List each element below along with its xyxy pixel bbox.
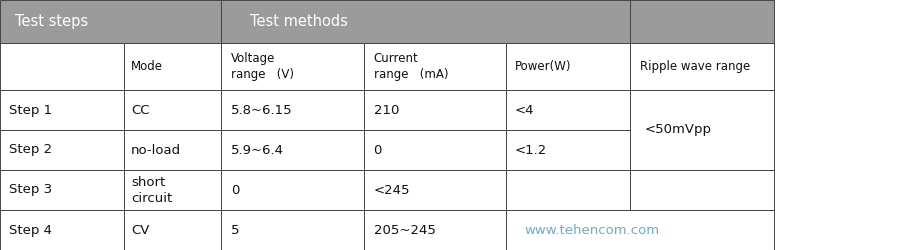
Bar xyxy=(124,42,221,90)
Text: <1.2: <1.2 xyxy=(515,144,546,156)
Bar xyxy=(506,42,630,90)
Text: no-load: no-load xyxy=(131,144,181,156)
Bar xyxy=(124,90,221,130)
Text: <245: <245 xyxy=(374,184,410,196)
Bar xyxy=(0,90,124,130)
Bar xyxy=(630,0,774,42)
Bar xyxy=(364,90,506,130)
Text: Mode: Mode xyxy=(131,60,163,73)
Text: www.tehencom.com: www.tehencom.com xyxy=(525,224,660,236)
Bar xyxy=(221,130,364,170)
Text: Test steps: Test steps xyxy=(15,14,88,29)
Bar xyxy=(221,170,364,210)
Bar xyxy=(506,90,630,130)
Bar xyxy=(506,170,630,210)
Text: Test methods: Test methods xyxy=(250,14,348,29)
Bar xyxy=(0,170,124,210)
Text: <4: <4 xyxy=(515,104,534,117)
Bar xyxy=(364,42,506,90)
Text: Ripple wave range: Ripple wave range xyxy=(640,60,751,73)
Text: Step 1: Step 1 xyxy=(9,104,52,117)
Bar xyxy=(0,0,221,42)
Bar xyxy=(630,170,774,210)
Bar xyxy=(630,42,774,90)
Bar xyxy=(221,0,630,42)
Text: Voltage
range   (V): Voltage range (V) xyxy=(231,52,294,81)
Text: <50mVpp: <50mVpp xyxy=(644,124,711,136)
Bar xyxy=(364,170,506,210)
Text: CC: CC xyxy=(131,104,149,117)
Bar xyxy=(221,90,364,130)
Text: Current
range   (mA): Current range (mA) xyxy=(374,52,448,81)
Text: Power(W): Power(W) xyxy=(515,60,571,73)
Bar xyxy=(221,42,364,90)
Text: 205~245: 205~245 xyxy=(374,224,436,236)
Bar xyxy=(506,130,630,170)
Bar xyxy=(506,210,774,250)
Text: 5: 5 xyxy=(231,224,240,236)
Bar xyxy=(630,90,774,170)
Bar xyxy=(124,210,221,250)
Text: CV: CV xyxy=(131,224,149,236)
Bar xyxy=(364,210,506,250)
Text: short
circuit: short circuit xyxy=(131,176,172,204)
Bar xyxy=(0,42,124,90)
Text: 210: 210 xyxy=(374,104,399,117)
Bar xyxy=(221,210,364,250)
Text: 0: 0 xyxy=(374,144,382,156)
Bar xyxy=(124,130,221,170)
Text: Step 3: Step 3 xyxy=(9,184,52,196)
Bar xyxy=(124,170,221,210)
Text: Step 2: Step 2 xyxy=(9,144,52,156)
Text: Step 4: Step 4 xyxy=(9,224,51,236)
Bar xyxy=(364,130,506,170)
Text: 0: 0 xyxy=(231,184,239,196)
Text: 5.8~6.15: 5.8~6.15 xyxy=(231,104,293,117)
Text: 5.9~6.4: 5.9~6.4 xyxy=(231,144,284,156)
Bar xyxy=(0,130,124,170)
Bar xyxy=(0,210,124,250)
